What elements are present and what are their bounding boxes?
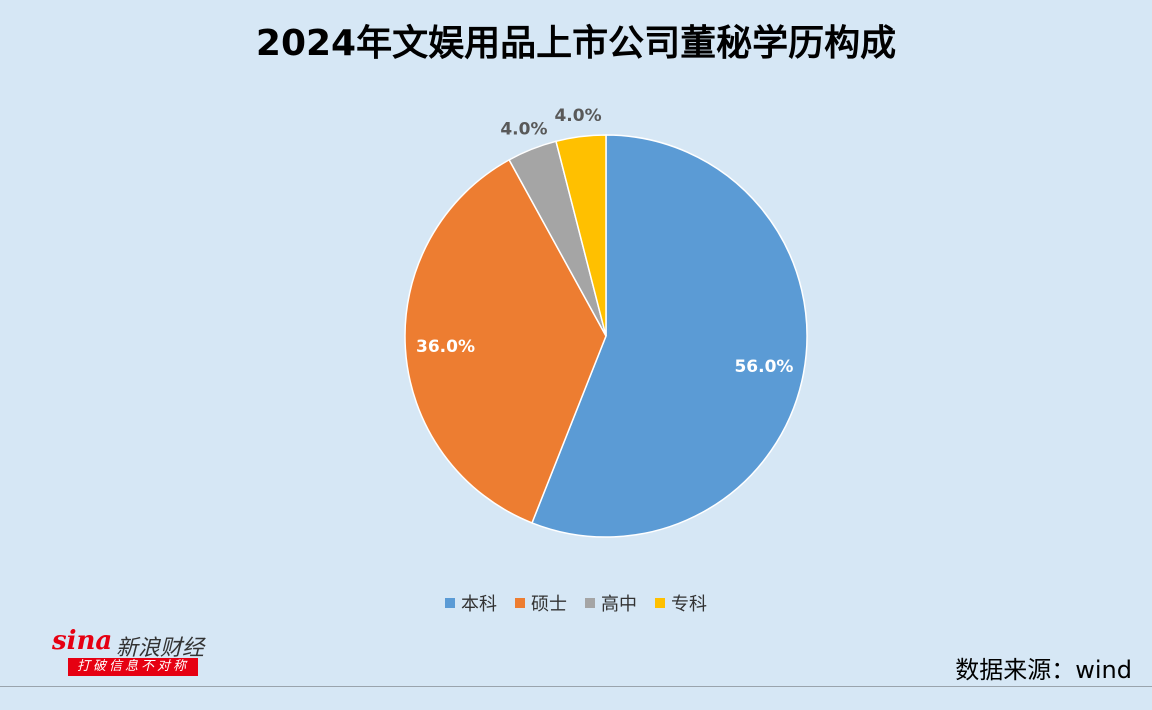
sina-finance-logo: sina 新浪财经 打破信息不对称 bbox=[52, 626, 212, 678]
legend-label: 专科 bbox=[671, 594, 707, 615]
legend-swatch bbox=[585, 598, 595, 608]
legend-swatch bbox=[445, 598, 455, 608]
legend-swatch bbox=[515, 598, 525, 608]
pie-slice-1 bbox=[531, 134, 808, 538]
pie-chart: 56.0% 36.0% 4.0% 4.0% bbox=[404, 106, 808, 538]
chart-legend: 本科 硕士 高中 专科 bbox=[0, 590, 1152, 616]
slice-label-3: 4.0% bbox=[500, 120, 547, 140]
chart-title: 2024年文娱用品上市公司董秘学历构成 bbox=[255, 23, 897, 64]
legend-item-3: 高中 bbox=[585, 590, 637, 616]
legend-item-1: 本科 bbox=[445, 590, 497, 616]
legend-label: 高中 bbox=[601, 594, 637, 615]
legend-item-4: 专科 bbox=[655, 590, 707, 616]
logo-name: 新浪财经 bbox=[116, 636, 205, 661]
data-source: 数据来源：wind bbox=[955, 656, 1132, 684]
legend-swatch bbox=[655, 598, 665, 608]
logo-brand: sina bbox=[52, 626, 113, 656]
legend-label: 本科 bbox=[461, 594, 497, 615]
legend-label: 硕士 bbox=[531, 594, 567, 615]
pie-slice-2 bbox=[404, 158, 607, 524]
slice-label-1: 56.0% bbox=[734, 357, 793, 377]
bottom-divider bbox=[0, 686, 1152, 687]
logo-slogan: 打破信息不对称 bbox=[68, 658, 198, 676]
pie-slice-4 bbox=[555, 134, 607, 337]
slice-label-2: 36.0% bbox=[416, 337, 475, 357]
legend-item-2: 硕士 bbox=[515, 590, 567, 616]
slice-label-4: 4.0% bbox=[554, 106, 601, 126]
